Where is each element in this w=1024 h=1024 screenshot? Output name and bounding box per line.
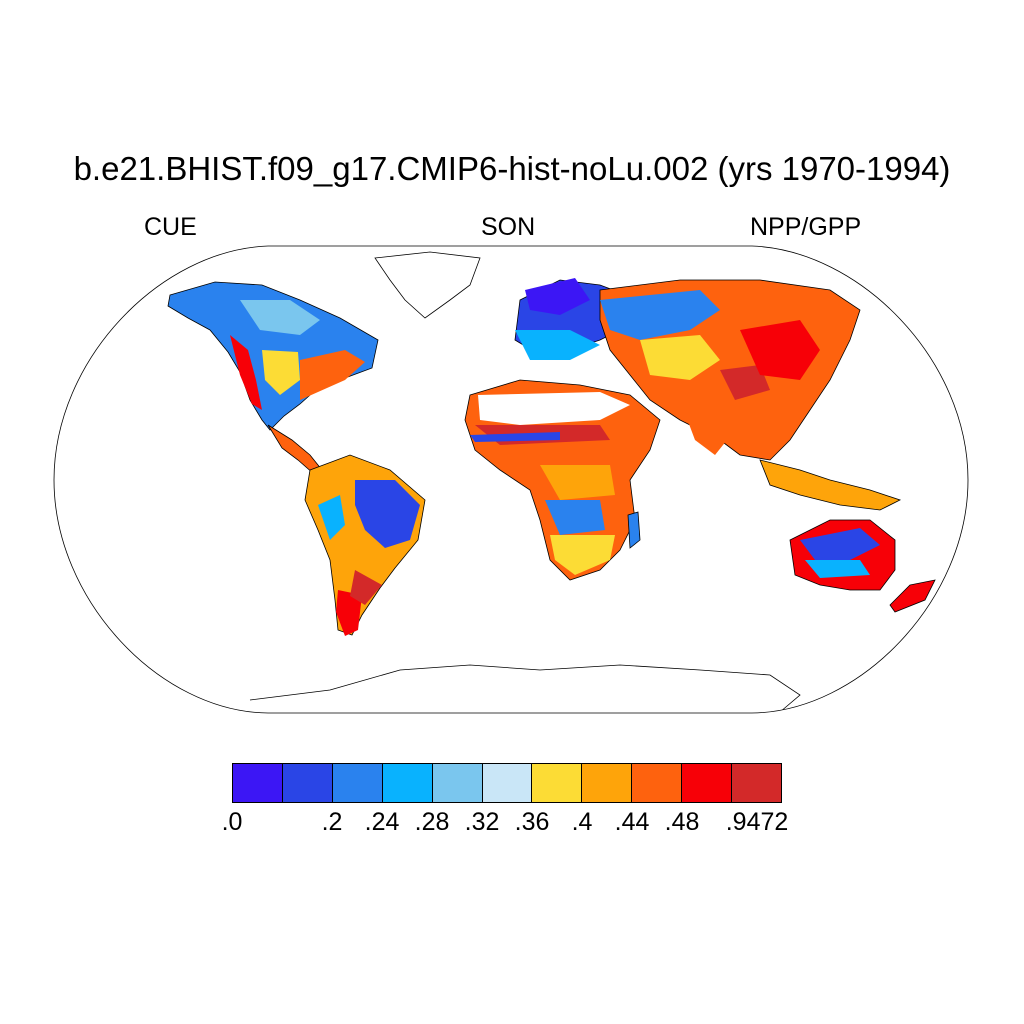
- southeast-asia-region: [759, 459, 902, 511]
- na-north-region: [240, 300, 320, 335]
- amazon-region: [355, 480, 420, 548]
- units-label: NPP/GPP: [750, 213, 862, 241]
- colorbar-box: [482, 764, 533, 802]
- colorbar-box: [582, 764, 633, 802]
- madagascar-region: [627, 511, 641, 549]
- sahara-region: [478, 392, 630, 425]
- plot-title: b.e21.BHIST.f09_g17.CMIP6-hist-noLu.002 …: [73, 150, 951, 187]
- colorbar: [232, 763, 782, 803]
- pampas-region: [350, 570, 382, 605]
- colorbar-label: .28: [414, 808, 450, 836]
- scandinavia-region: [525, 278, 590, 315]
- colorbar-label: .0: [221, 808, 243, 836]
- colorbar-box: [632, 764, 683, 802]
- india-region: [680, 400, 735, 455]
- colorbar-label: .2: [321, 808, 343, 836]
- colorbar-label: .4: [571, 808, 593, 836]
- central-asia-region: [640, 335, 720, 380]
- australia-interior-region: [800, 528, 880, 560]
- colorbar-label: .32: [464, 808, 500, 836]
- colorbar-box: [332, 764, 383, 802]
- antarctica-outline: [249, 664, 801, 713]
- colorbar-box: [382, 764, 433, 802]
- na-west-coast-region: [230, 335, 262, 410]
- tibet-region: [720, 365, 770, 400]
- colorbar-box: [282, 764, 333, 802]
- colorbar-label: .24: [364, 808, 400, 836]
- colorbar-label: .44: [614, 808, 650, 836]
- central-america-region: [267, 424, 323, 475]
- colorbar-box: [432, 764, 483, 802]
- colorbar-label: .36: [514, 808, 550, 836]
- southern-africa-region: [550, 535, 615, 575]
- colorbar-box: [732, 764, 781, 802]
- variable-label: CUE: [144, 213, 197, 241]
- central-africa-region: [540, 465, 615, 500]
- colorbar-label: .48: [664, 808, 700, 836]
- andes-region: [318, 495, 345, 540]
- colorbar-labels: .0 .2 .24 .28 .32 .36 .4 .44 .48 .9472: [0, 808, 1024, 848]
- siberia-region: [600, 290, 720, 340]
- sahel-blue-region: [470, 432, 560, 442]
- patagonia-region: [336, 590, 362, 636]
- colorbar-box: [532, 764, 583, 802]
- colorbar-box: [233, 764, 283, 802]
- australia-mid-region: [805, 560, 870, 578]
- na-east-region: [300, 350, 365, 400]
- map-frame: [53, 245, 969, 714]
- season-label: SON: [481, 213, 536, 241]
- na-central-region: [262, 350, 300, 395]
- colorbar-box: [682, 764, 733, 802]
- new-zealand-region: [889, 579, 936, 613]
- europe-south-region: [515, 330, 600, 360]
- china-region: [740, 320, 820, 380]
- congo-region: [545, 500, 605, 535]
- greenland-outline: [374, 251, 481, 319]
- colorbar-label: .9472: [725, 808, 789, 836]
